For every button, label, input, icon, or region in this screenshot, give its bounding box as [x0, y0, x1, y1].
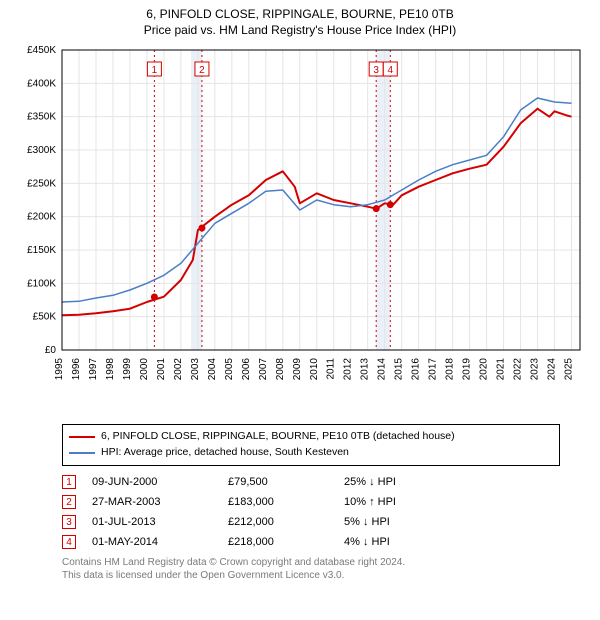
event-delta: 25% ↓ HPI: [344, 476, 454, 488]
event-date: 01-JUL-2013: [92, 516, 212, 528]
chart-area: £0 £50K £100K £150K £200K £250K £300K £350K £400…: [0, 40, 600, 420]
legend: 6, PINFOLD CLOSE, RIPPINGALE, BOURNE, PE…: [62, 424, 560, 466]
title-line-2: Price paid vs. HM Land Registry's House …: [10, 22, 590, 38]
svg-text:2021: 2021: [496, 358, 507, 381]
svg-text:2003: 2003: [190, 358, 201, 381]
legend-row: 6, PINFOLD CLOSE, RIPPINGALE, BOURNE, PE…: [69, 429, 553, 445]
legend-label: HPI: Average price, detached house, Sout…: [101, 445, 349, 461]
svg-text:2000: 2000: [139, 358, 150, 381]
event-row: 2 27-MAR-2003 £183,000 10% ↑ HPI: [62, 492, 560, 512]
legend-swatch: [69, 452, 95, 454]
event-date: 27-MAR-2003: [92, 496, 212, 508]
chart-container: 6, PINFOLD CLOSE, RIPPINGALE, BOURNE, PE…: [0, 0, 600, 620]
event-price: £183,000: [228, 496, 328, 508]
svg-text:1997: 1997: [88, 358, 99, 381]
svg-text:2011: 2011: [326, 358, 337, 380]
svg-text:2012: 2012: [343, 358, 354, 381]
event-row: 4 01-MAY-2014 £218,000 4% ↓ HPI: [62, 532, 560, 552]
svg-text:1998: 1998: [105, 358, 116, 381]
svg-text:£150K: £150K: [27, 245, 56, 256]
svg-text:1995: 1995: [54, 358, 65, 381]
svg-text:2023: 2023: [530, 358, 541, 381]
svg-text:£400K: £400K: [27, 79, 56, 90]
title-block: 6, PINFOLD CLOSE, RIPPINGALE, BOURNE, PE…: [0, 0, 600, 40]
svg-text:£200K: £200K: [27, 212, 56, 223]
event-price: £79,500: [228, 476, 328, 488]
svg-text:1999: 1999: [122, 358, 133, 381]
svg-text:2010: 2010: [309, 358, 320, 381]
svg-text:2022: 2022: [513, 358, 524, 381]
svg-text:£50K: £50K: [33, 312, 57, 323]
svg-text:2020: 2020: [479, 358, 490, 381]
events-table: 1 09-JUN-2000 £79,500 25% ↓ HPI 2 27-MAR-2003…: [62, 472, 560, 552]
svg-text:1996: 1996: [71, 358, 82, 381]
event-date: 01-MAY-2014: [92, 536, 212, 548]
svg-text:2019: 2019: [462, 358, 473, 381]
event-delta: 4% ↓ HPI: [344, 536, 454, 548]
svg-text:2025: 2025: [564, 358, 575, 381]
event-row: 3 01-JUL-2013 £212,000 5% ↓ HPI: [62, 512, 560, 532]
svg-text:£0: £0: [45, 345, 57, 356]
event-number-badge: 3: [62, 515, 76, 529]
svg-text:2014: 2014: [377, 358, 388, 381]
svg-text:£450K: £450K: [27, 45, 56, 56]
svg-text:2015: 2015: [394, 358, 405, 381]
svg-text:£350K: £350K: [27, 112, 56, 123]
footnote-line-1: Contains HM Land Registry data © Crown c…: [62, 556, 560, 570]
legend-swatch: [69, 436, 95, 438]
svg-text:2024: 2024: [547, 358, 558, 381]
svg-text:£100K: £100K: [27, 279, 56, 290]
event-delta: 10% ↑ HPI: [344, 496, 454, 508]
svg-text:£300K: £300K: [27, 145, 56, 156]
svg-text:3: 3: [373, 65, 379, 76]
svg-text:£250K: £250K: [27, 179, 56, 190]
svg-text:2004: 2004: [207, 358, 218, 381]
footnote-line-2: This data is licensed under the Open Gov…: [62, 569, 560, 583]
event-date: 09-JUN-2000: [92, 476, 212, 488]
event-number-badge: 4: [62, 535, 76, 549]
svg-text:1: 1: [152, 65, 158, 76]
event-row: 1 09-JUN-2000 £79,500 25% ↓ HPI: [62, 472, 560, 492]
legend-label: 6, PINFOLD CLOSE, RIPPINGALE, BOURNE, PE…: [101, 429, 455, 445]
event-number-badge: 1: [62, 475, 76, 489]
event-number-badge: 2: [62, 495, 76, 509]
title-line-1: 6, PINFOLD CLOSE, RIPPINGALE, BOURNE, PE…: [10, 6, 590, 22]
event-price: £212,000: [228, 516, 328, 528]
svg-text:2018: 2018: [445, 358, 456, 381]
legend-row: HPI: Average price, detached house, Sout…: [69, 445, 553, 461]
svg-text:2002: 2002: [173, 358, 184, 381]
svg-text:2009: 2009: [292, 358, 303, 381]
svg-text:2001: 2001: [156, 358, 167, 381]
chart-svg: £0 £50K £100K £150K £200K £250K £300K £350K £400…: [0, 40, 600, 420]
svg-text:2006: 2006: [241, 358, 252, 381]
svg-text:2007: 2007: [258, 358, 269, 381]
svg-text:4: 4: [388, 65, 394, 76]
footnote: Contains HM Land Registry data © Crown c…: [62, 556, 560, 583]
event-price: £218,000: [228, 536, 328, 548]
svg-text:2005: 2005: [224, 358, 235, 381]
svg-text:2017: 2017: [428, 358, 439, 381]
event-delta: 5% ↓ HPI: [344, 516, 454, 528]
svg-text:2: 2: [199, 65, 205, 76]
svg-text:2008: 2008: [275, 358, 286, 381]
svg-text:2016: 2016: [411, 358, 422, 381]
svg-text:2013: 2013: [360, 358, 371, 381]
